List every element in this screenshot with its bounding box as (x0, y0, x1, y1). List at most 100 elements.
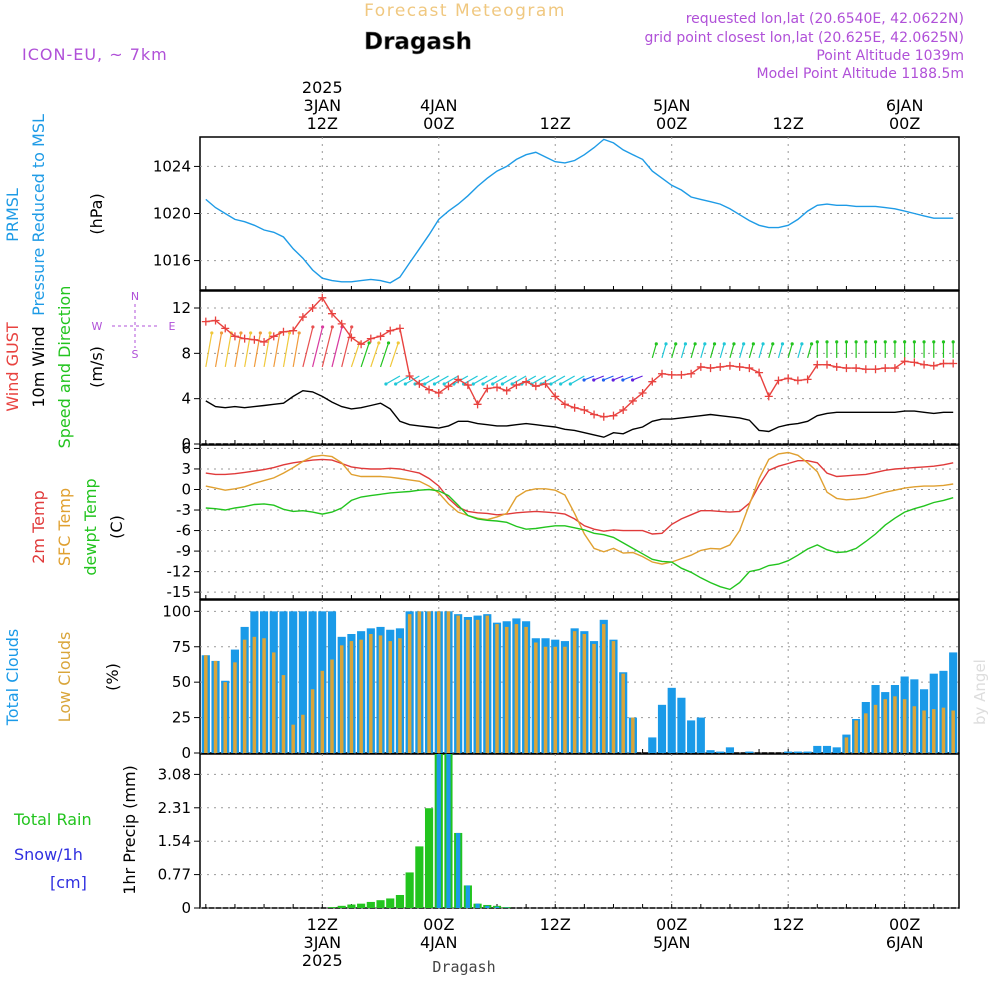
wind-arrow-head (396, 341, 400, 345)
wind-arrow-head (732, 342, 736, 346)
wind-arrow-head (611, 378, 615, 382)
wind-direction-arrow (807, 343, 813, 359)
total-cloud-bar (832, 747, 841, 753)
low-cloud-bar (534, 642, 538, 753)
low-cloud-bar (475, 619, 480, 753)
wind-arrow-head (239, 331, 243, 335)
gust-marker (881, 364, 890, 373)
gust-marker (813, 360, 822, 369)
compass-east: E (169, 320, 176, 333)
wind-direction-arrow (370, 342, 380, 368)
series-line-dewpt-temp (205, 488, 954, 591)
wind-direction-arrow (302, 326, 314, 368)
wind-direction-arrow (671, 343, 677, 359)
panel-label-wind: Wind GUST (3, 322, 22, 412)
low-cloud-bar (320, 670, 325, 753)
time-label-top: 12Z (773, 114, 804, 133)
time-label-top: 00Z (423, 114, 454, 133)
wind-direction-arrow (463, 375, 478, 385)
snow-bar (494, 906, 500, 908)
low-cloud-bar (204, 655, 208, 753)
wind-direction-arrow (748, 343, 754, 359)
panels: 1016 1020 1024 PRMSL Pressure Reduced to MSL… (3, 114, 960, 917)
gust-marker (337, 319, 346, 328)
series-line-prmsl (205, 138, 954, 284)
snow-bar (465, 885, 471, 908)
gust-marker (493, 383, 501, 392)
wind-arrow-head (751, 342, 755, 346)
wind-direction-arrow (350, 342, 360, 368)
wind-arrow-head (835, 340, 839, 344)
gust-marker (852, 364, 861, 373)
requested-coords: requested lon,lat (20.6540E, 42.0622N) (686, 11, 964, 27)
panel-pressure: 1016 1020 1024 PRMSL Pressure Reduced to MSL… (3, 114, 960, 316)
low-cloud-bar (281, 675, 286, 753)
low-cloud-bar (844, 737, 849, 753)
y-tick-label: 8 (181, 344, 191, 362)
wind-direction-arrow (511, 375, 527, 385)
series-line-10m-wind (205, 389, 954, 438)
wind-direction-arrow (787, 343, 793, 359)
wind-direction-arrow (651, 343, 657, 359)
panel-clouds: 0 25 50 75 100 Total Clouds Low Clouds (%) (3, 599, 960, 762)
gust-marker (473, 400, 482, 409)
gust-marker (201, 317, 210, 326)
wind-arrow-head (491, 382, 495, 386)
gust-marker (599, 412, 608, 421)
gust-marker (803, 375, 812, 384)
panel-wind: 0 4 8 12 Wind GUST 10m Wind Speed and Directio… (3, 286, 960, 453)
low-cloud-bar (592, 643, 596, 753)
gust-marker (590, 410, 599, 419)
wind-arrow-head (893, 340, 897, 344)
wind-arrow-head (630, 378, 635, 382)
wind-arrow-head (384, 382, 388, 386)
rain-bar (376, 900, 385, 908)
wind-direction-arrow (739, 343, 745, 359)
gust-marker (939, 359, 948, 368)
gust-marker (842, 364, 851, 373)
time-label-top: 4JAN (420, 96, 458, 115)
gust-marker (269, 332, 278, 341)
low-cloud-bar (941, 707, 946, 753)
low-cloud-bar (951, 710, 955, 753)
low-cloud-bar (495, 624, 499, 753)
gust-marker (784, 374, 793, 383)
gust-marker (677, 370, 686, 379)
low-cloud-bar (602, 624, 606, 753)
wind-arrow-head (394, 382, 398, 386)
low-cloud-bar (378, 635, 383, 753)
panel-label-wind: 10m Wind (29, 326, 48, 407)
low-cloud-bar (563, 646, 567, 753)
compass-west: W (92, 320, 103, 333)
low-cloud-bar (330, 659, 334, 753)
wind-direction-arrow (424, 375, 440, 385)
location-title: Dragash (364, 29, 472, 55)
low-cloud-bar (466, 619, 470, 753)
wind-direction-arrow (395, 375, 410, 385)
gust-marker (861, 365, 870, 374)
wind-arrow-head (703, 342, 707, 346)
wind-direction-arrow (622, 375, 634, 381)
panel-unit-clouds: (%) (103, 663, 122, 691)
low-cloud-bar (621, 673, 625, 753)
snow-bar (446, 754, 451, 908)
wind-direction-arrow (214, 332, 223, 368)
low-cloud-bar (446, 611, 451, 753)
time-label-bottom: 12Z (773, 915, 804, 934)
footer-location: Dragash (432, 958, 495, 976)
panel-label-clouds: Low Clouds (55, 632, 74, 723)
wind-arrow-head (761, 342, 765, 346)
wind-direction-arrow (612, 375, 624, 381)
y-tick-label: 3.08 (158, 765, 191, 783)
gust-marker (687, 369, 696, 378)
low-cloud-bar (543, 646, 548, 753)
snow-bar (456, 832, 461, 908)
time-label-top: 3JAN (304, 96, 342, 115)
gust-marker (298, 313, 307, 322)
wind-arrow-head (386, 341, 391, 345)
panel-label-wind: Speed and Direction (55, 286, 74, 449)
total-cloud-bar (298, 611, 307, 753)
wind-direction-arrow (719, 343, 725, 359)
total-cloud-bar (308, 611, 317, 753)
panel-temperature: -15 -12 -9 -6 -3 0 3 6 2m Temp SFC Temp dewpt Temp… (29, 439, 960, 601)
